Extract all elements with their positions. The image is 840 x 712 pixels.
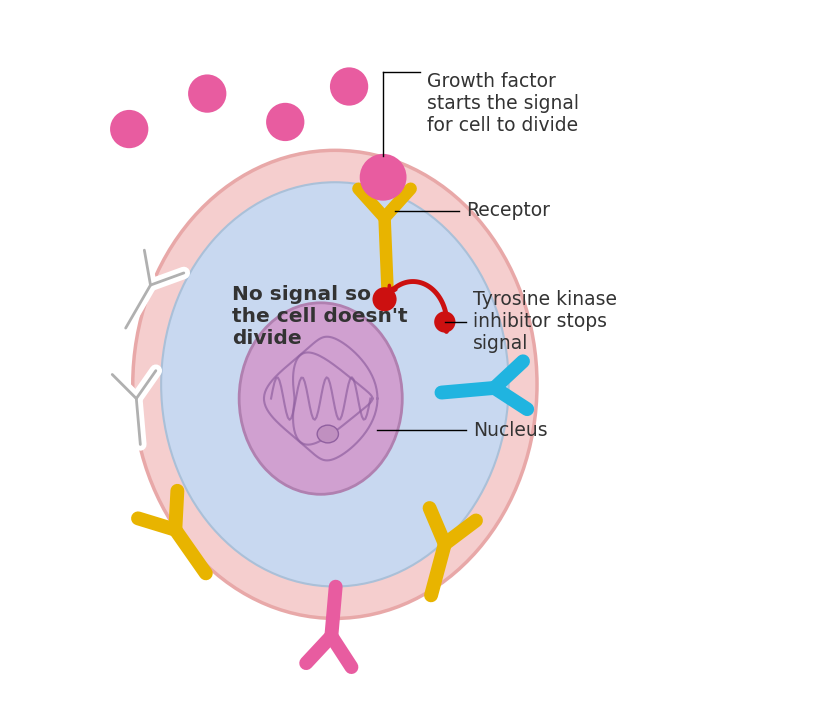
Ellipse shape (161, 182, 509, 587)
Ellipse shape (318, 425, 339, 443)
Text: Nucleus: Nucleus (473, 421, 548, 440)
Ellipse shape (239, 303, 402, 494)
Text: Tyrosine kinase
inhibitor stops
signal: Tyrosine kinase inhibitor stops signal (473, 290, 617, 353)
Circle shape (266, 103, 304, 141)
Text: Receptor: Receptor (466, 201, 550, 220)
Text: Growth factor
starts the signal
for cell to divide: Growth factor starts the signal for cell… (427, 73, 579, 135)
Circle shape (372, 287, 396, 311)
Text: No signal so
the cell doesn't
divide: No signal so the cell doesn't divide (232, 286, 407, 348)
Ellipse shape (133, 150, 537, 619)
Circle shape (110, 110, 149, 148)
Circle shape (434, 311, 455, 333)
Circle shape (360, 154, 407, 201)
Circle shape (188, 75, 227, 112)
Circle shape (330, 68, 368, 105)
